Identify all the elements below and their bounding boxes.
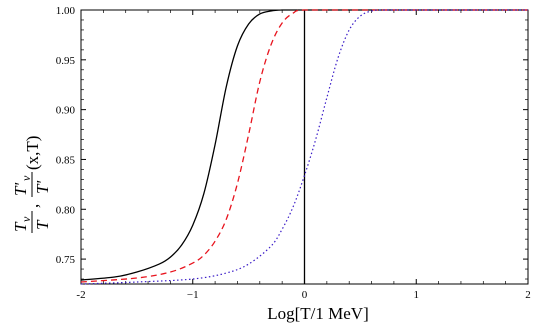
x-tick-label: -2 [76, 289, 85, 301]
ylabel-frac1-den: T [33, 219, 52, 230]
ylabel-separator: , [23, 204, 42, 208]
x-axis-ticks: -2 −1 0 1 2 [76, 10, 531, 301]
series-line-dotted [80, 9, 528, 285]
x-tick-label: 2 [525, 289, 531, 301]
x-tick-label: −1 [187, 289, 199, 301]
ylabel-suffix: (x,T) [23, 136, 42, 170]
y-tick-label: 0.90 [56, 105, 76, 117]
y-axis-ticks: 0.75 0.80 0.85 0.90 0.95 1.00 [56, 5, 528, 280]
y-axis-title: T ν T , T' ν T' (x,T) [11, 136, 52, 233]
ylabel-frac2-num: T' [11, 183, 30, 196]
series-line-dashed [80, 9, 528, 283]
y-tick-label: 0.95 [56, 55, 76, 67]
x-axis-title: Log[T/1 MeV] [267, 304, 369, 323]
y-tick-label: 0.85 [56, 154, 76, 166]
y-tick-label: 0.75 [56, 254, 76, 266]
ylabel-frac2-den: T' [33, 181, 52, 194]
x-tick-label: 1 [414, 289, 420, 301]
y-tick-label: 0.80 [56, 204, 76, 216]
y-tick-label: 1.00 [56, 5, 76, 17]
ylabel-frac2-num-sub: ν [19, 175, 33, 181]
series-line-solid [80, 9, 528, 281]
ylabel-frac1-num: T [11, 221, 30, 232]
series-layer [80, 9, 528, 285]
ylabel-frac1-num-sub: ν [19, 216, 33, 222]
x-tick-label: 0 [302, 289, 308, 301]
